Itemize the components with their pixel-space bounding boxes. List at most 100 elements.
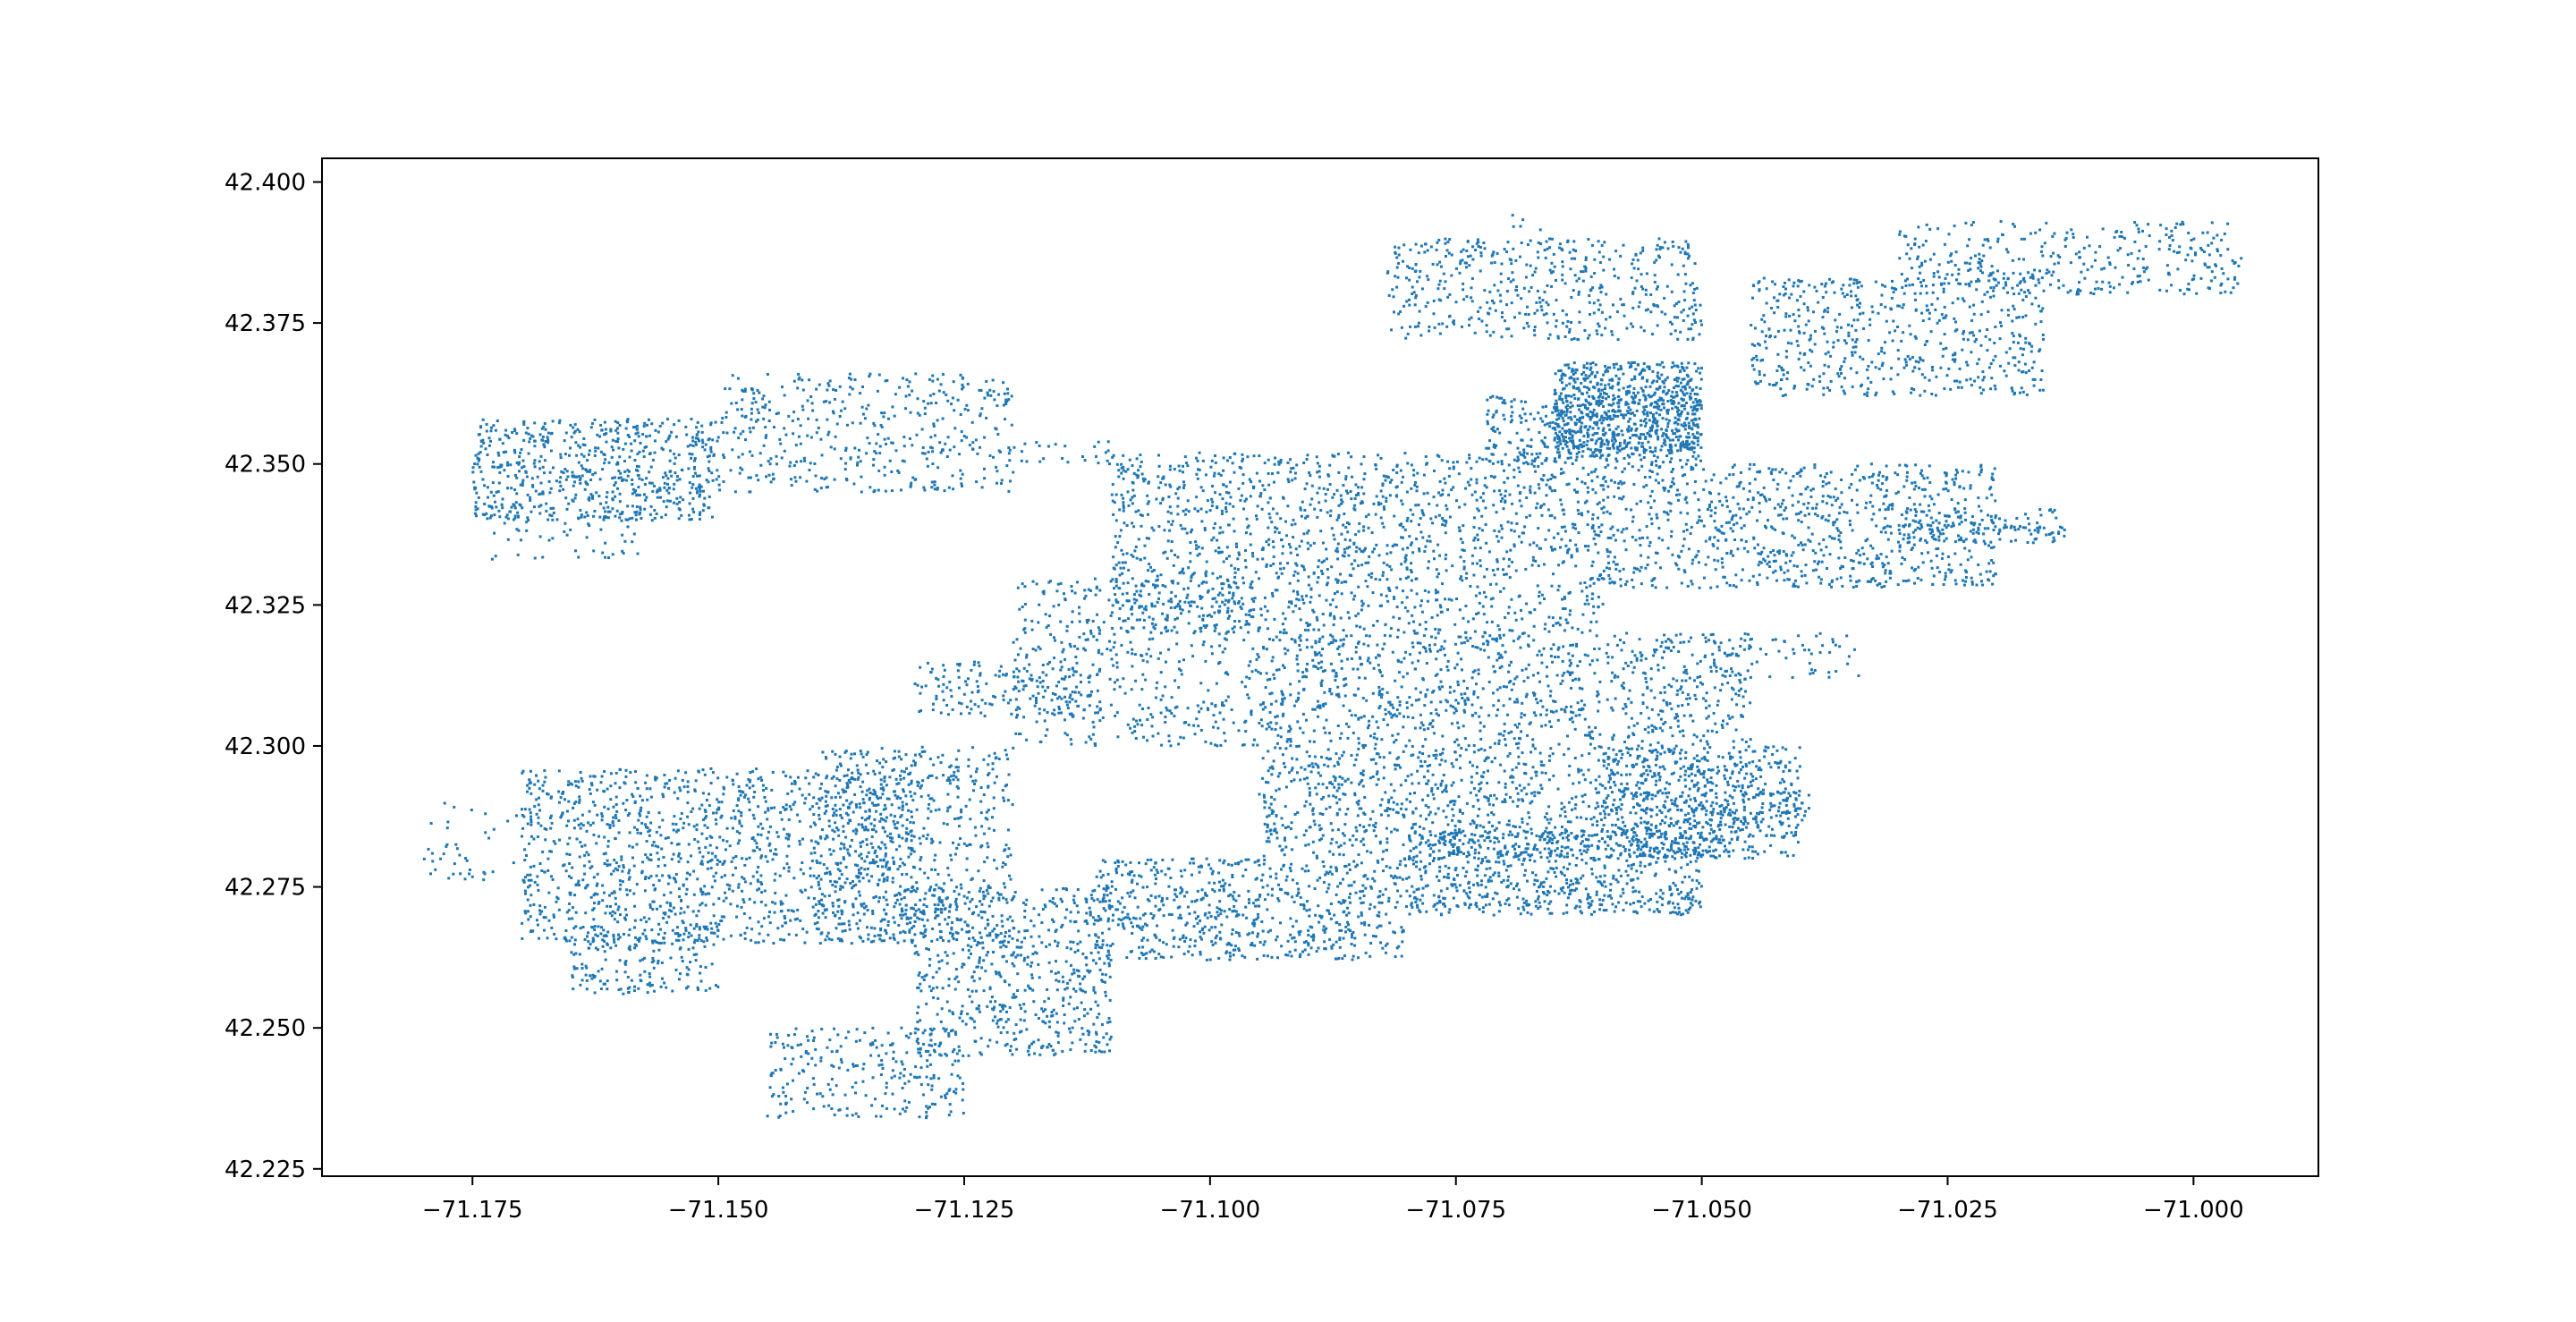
data-point [1684, 240, 1688, 243]
data-point [2077, 292, 2080, 296]
data-point [1628, 391, 1631, 394]
data-point [1854, 340, 1858, 343]
data-point [1815, 289, 1818, 292]
data-point [1694, 424, 1698, 428]
data-point [1414, 296, 1418, 300]
data-point [1584, 425, 1588, 428]
data-point [562, 487, 565, 491]
data-point [1638, 398, 1641, 402]
data-point [2033, 377, 2037, 381]
data-point [884, 489, 887, 493]
data-point [1534, 457, 1537, 461]
data-point [2203, 262, 2207, 266]
data-point [2029, 350, 2033, 353]
data-point [1200, 596, 1204, 599]
data-point [1169, 464, 1172, 468]
data-point [1288, 600, 1291, 604]
data-point [946, 436, 950, 439]
data-point [1786, 341, 1790, 344]
data-point [1437, 322, 1441, 326]
data-point [1242, 507, 1245, 511]
data-point [2043, 242, 2046, 245]
data-point [614, 419, 617, 423]
data-point [1319, 530, 1323, 533]
data-point [2220, 267, 2224, 270]
data-point [1133, 601, 1137, 605]
data-point [1570, 554, 1573, 557]
data-point [1553, 265, 1556, 268]
data-point [861, 386, 864, 388]
data-point [1280, 572, 1284, 575]
data-point [1486, 621, 1488, 624]
data-point [680, 468, 683, 471]
data-point [1585, 391, 1589, 394]
data-point [1487, 312, 1491, 316]
data-point [1402, 259, 1404, 263]
data-point [1192, 572, 1196, 575]
data-point [970, 420, 974, 424]
data-point [1470, 493, 1474, 496]
data-point [1913, 335, 1917, 338]
data-point [513, 429, 517, 432]
data-point [750, 411, 753, 415]
data-point [684, 425, 688, 428]
data-point [2020, 237, 2023, 241]
data-point [1591, 394, 1595, 398]
data-point [606, 510, 610, 513]
data-point [599, 502, 602, 505]
data-point [551, 419, 555, 423]
data-point [579, 509, 582, 512]
data-point [1699, 403, 1703, 407]
data-point [1315, 615, 1318, 619]
data-point [676, 475, 679, 479]
data-point [1657, 377, 1661, 380]
data-point [1429, 245, 1433, 249]
data-point [1571, 434, 1574, 437]
data-point [1767, 327, 1771, 331]
data-point [716, 436, 720, 439]
data-point [1453, 322, 1456, 326]
data-point [2190, 278, 2194, 282]
data-point [868, 442, 871, 445]
data-point [1582, 370, 1586, 374]
data-point [1591, 411, 1595, 414]
data-point [1370, 531, 1374, 534]
data-point [670, 474, 674, 478]
data-point [2137, 231, 2140, 233]
data-point [1860, 284, 1863, 288]
data-point [1689, 392, 1692, 395]
data-point [489, 490, 493, 494]
data-point [1754, 326, 1757, 330]
data-point [1120, 466, 1123, 470]
data-point [869, 486, 872, 489]
data-point [1394, 245, 1397, 249]
data-point [1617, 409, 1621, 412]
data-point [1975, 288, 1979, 292]
data-point [1825, 291, 1828, 294]
data-point [1812, 377, 1816, 381]
data-point [1688, 307, 1691, 310]
data-point [588, 496, 591, 499]
data-point [1355, 624, 1359, 628]
data-point [2040, 245, 2044, 249]
data-point [1580, 270, 1583, 274]
data-point [1006, 387, 1009, 391]
data-point [1617, 381, 1620, 385]
data-point [2024, 314, 2028, 318]
data-point [1487, 446, 1491, 450]
data-point [612, 448, 614, 452]
data-point [1350, 497, 1353, 501]
data-point [1333, 592, 1336, 596]
data-point [884, 379, 887, 383]
data-point [1566, 404, 1570, 407]
data-point [835, 389, 838, 392]
scatter-points [422, 214, 2243, 1120]
data-point [580, 474, 584, 478]
data-point [1580, 425, 1583, 428]
data-point [1122, 506, 1125, 510]
data-point [1382, 571, 1385, 574]
data-point [1683, 428, 1687, 431]
data-point [1877, 311, 1880, 315]
data-point [642, 455, 646, 459]
data-point [1585, 586, 1589, 589]
